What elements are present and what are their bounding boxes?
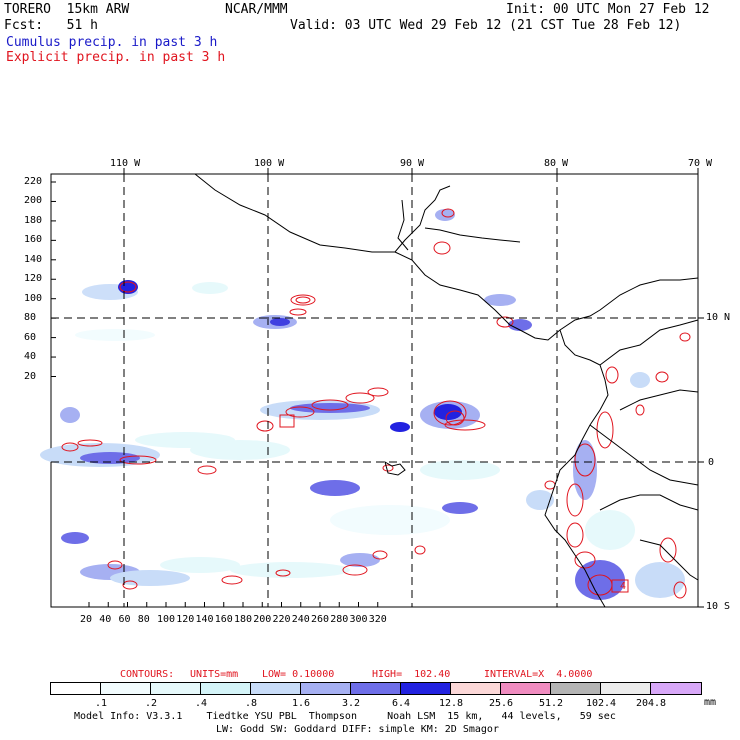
contour-high: HIGH= 102.40 (372, 669, 451, 680)
lat-label-10n: 10 N (706, 312, 731, 323)
legend-tick-label: 51.2 (538, 698, 564, 709)
contour-label: CONTOURS: (120, 669, 175, 680)
legend-tick-label: .1 (94, 698, 108, 709)
legend-color-box (150, 682, 202, 695)
cumulus-legend-line: Cumulus precip. in past 3 h (6, 35, 218, 50)
legend-tick-label: 102.4 (585, 698, 617, 709)
forecast-hour: Fcst: 51 h (4, 18, 98, 33)
left-axis-tick-label: 180 (24, 214, 43, 226)
bottom-axis-tick-label: 160 (214, 614, 233, 625)
box-marker-label: 4 (620, 581, 627, 592)
legend-tick-label: .2 (144, 698, 158, 709)
legend-tick-label: 25.6 (488, 698, 514, 709)
legend-unit: mm (704, 697, 717, 708)
bottom-axis-tick-label: 40 (99, 614, 112, 625)
bottom-axis-tick-label: 20 (80, 614, 93, 625)
cumulus-precip-areas (40, 209, 685, 600)
left-axis-tick-label: 40 (24, 351, 37, 363)
model-info: Model Info: V3.3.1 Tiedtke YSU PBL Thomp… (74, 711, 616, 722)
lat-label-10s: 10 S (706, 601, 731, 612)
model-title: TORERO 15km ARW (4, 2, 130, 17)
left-axis-tick-label: 80 (24, 312, 37, 324)
legend-color-box (350, 682, 402, 695)
explicit-precip-contours (61, 208, 691, 599)
bottom-axis-tick-label: 120 (176, 614, 195, 625)
legend-tick-label: .4 (194, 698, 208, 709)
bottom-axis-tick-label: 260 (311, 614, 330, 625)
legend-tick-label: 1.6 (291, 698, 311, 709)
legend-color-box (100, 682, 152, 695)
box-marker-2 (611, 579, 629, 593)
contour-units: UNITS=mm (190, 669, 239, 680)
bottom-axis-tick-label: 300 (349, 614, 368, 625)
legend-tick-label: 12.8 (438, 698, 464, 709)
box-marker-1 (279, 414, 295, 428)
lat-label-0: 0 (708, 457, 715, 468)
lon-label-90w: 90 W (400, 158, 425, 169)
valid-time: Valid: 03 UTC Wed 29 Feb 12 (21 CST Tue … (290, 18, 682, 33)
left-axis-tick-label: 140 (24, 253, 43, 265)
legend-tick-label: 6.4 (391, 698, 411, 709)
legend-color-box (650, 682, 702, 695)
axis-ticks (51, 168, 704, 608)
legend-color-box (600, 682, 652, 695)
map-frame (50, 173, 699, 608)
bottom-axis-tick-label: 240 (291, 614, 310, 625)
left-axis-tick-label: 220 (24, 176, 43, 187)
legend-tick-label: .8 (244, 698, 258, 709)
left-axis-tick-label: 100 (24, 292, 43, 304)
left-axis-tick-label: 200 (24, 195, 43, 207)
bottom-axis-tick-label: 180 (234, 614, 253, 625)
init-time: Init: 00 UTC Mon 27 Feb 12 (506, 2, 710, 17)
legend-color-box (300, 682, 352, 695)
legend-color-box (250, 682, 302, 695)
bottom-axis-tick-label: 60 (118, 614, 131, 625)
lon-label-100w: 100 W (254, 158, 285, 169)
legend-color-box (500, 682, 552, 695)
legend-color-box (550, 682, 602, 695)
organization-label: NCAR/MMM (225, 2, 288, 17)
bottom-axis-tick-label: 140 (195, 614, 214, 625)
legend-color-box (450, 682, 502, 695)
explicit-legend-line: Explicit precip. in past 3 h (6, 50, 226, 65)
bottom-axis-tick-label: 320 (368, 614, 387, 625)
lon-label-70w: 70 W (688, 158, 713, 169)
left-axis-tick-label: 160 (24, 234, 43, 246)
bottom-axis-tick-label: 280 (330, 614, 349, 625)
legend-tick-label: 3.2 (341, 698, 361, 709)
physics-info: LW: Godd SW: Goddard DIFF: simple KM: 2D… (216, 724, 499, 735)
lon-label-80w: 80 W (544, 158, 569, 169)
contour-low: LOW= 0.10000 (262, 669, 335, 680)
legend-tick-label: 204.8 (635, 698, 667, 709)
left-axis-tick-label: 120 (24, 273, 43, 285)
left-axis-tick-label: 20 (24, 370, 37, 382)
legend-color-box (400, 682, 452, 695)
contour-interval: INTERVAL=X 4.0000 (484, 669, 593, 680)
bottom-axis-tick-label: 220 (272, 614, 291, 625)
bottom-axis-tick-label: 80 (137, 614, 150, 625)
legend-color-box (50, 682, 102, 695)
bottom-axis-tick-label: 100 (157, 614, 176, 625)
lon-label-110w: 110 W (110, 158, 141, 169)
left-axis-tick-label: 60 (24, 331, 37, 343)
bottom-axis-tick-label: 200 (253, 614, 272, 625)
graticule (51, 174, 698, 607)
legend-color-box (200, 682, 252, 695)
